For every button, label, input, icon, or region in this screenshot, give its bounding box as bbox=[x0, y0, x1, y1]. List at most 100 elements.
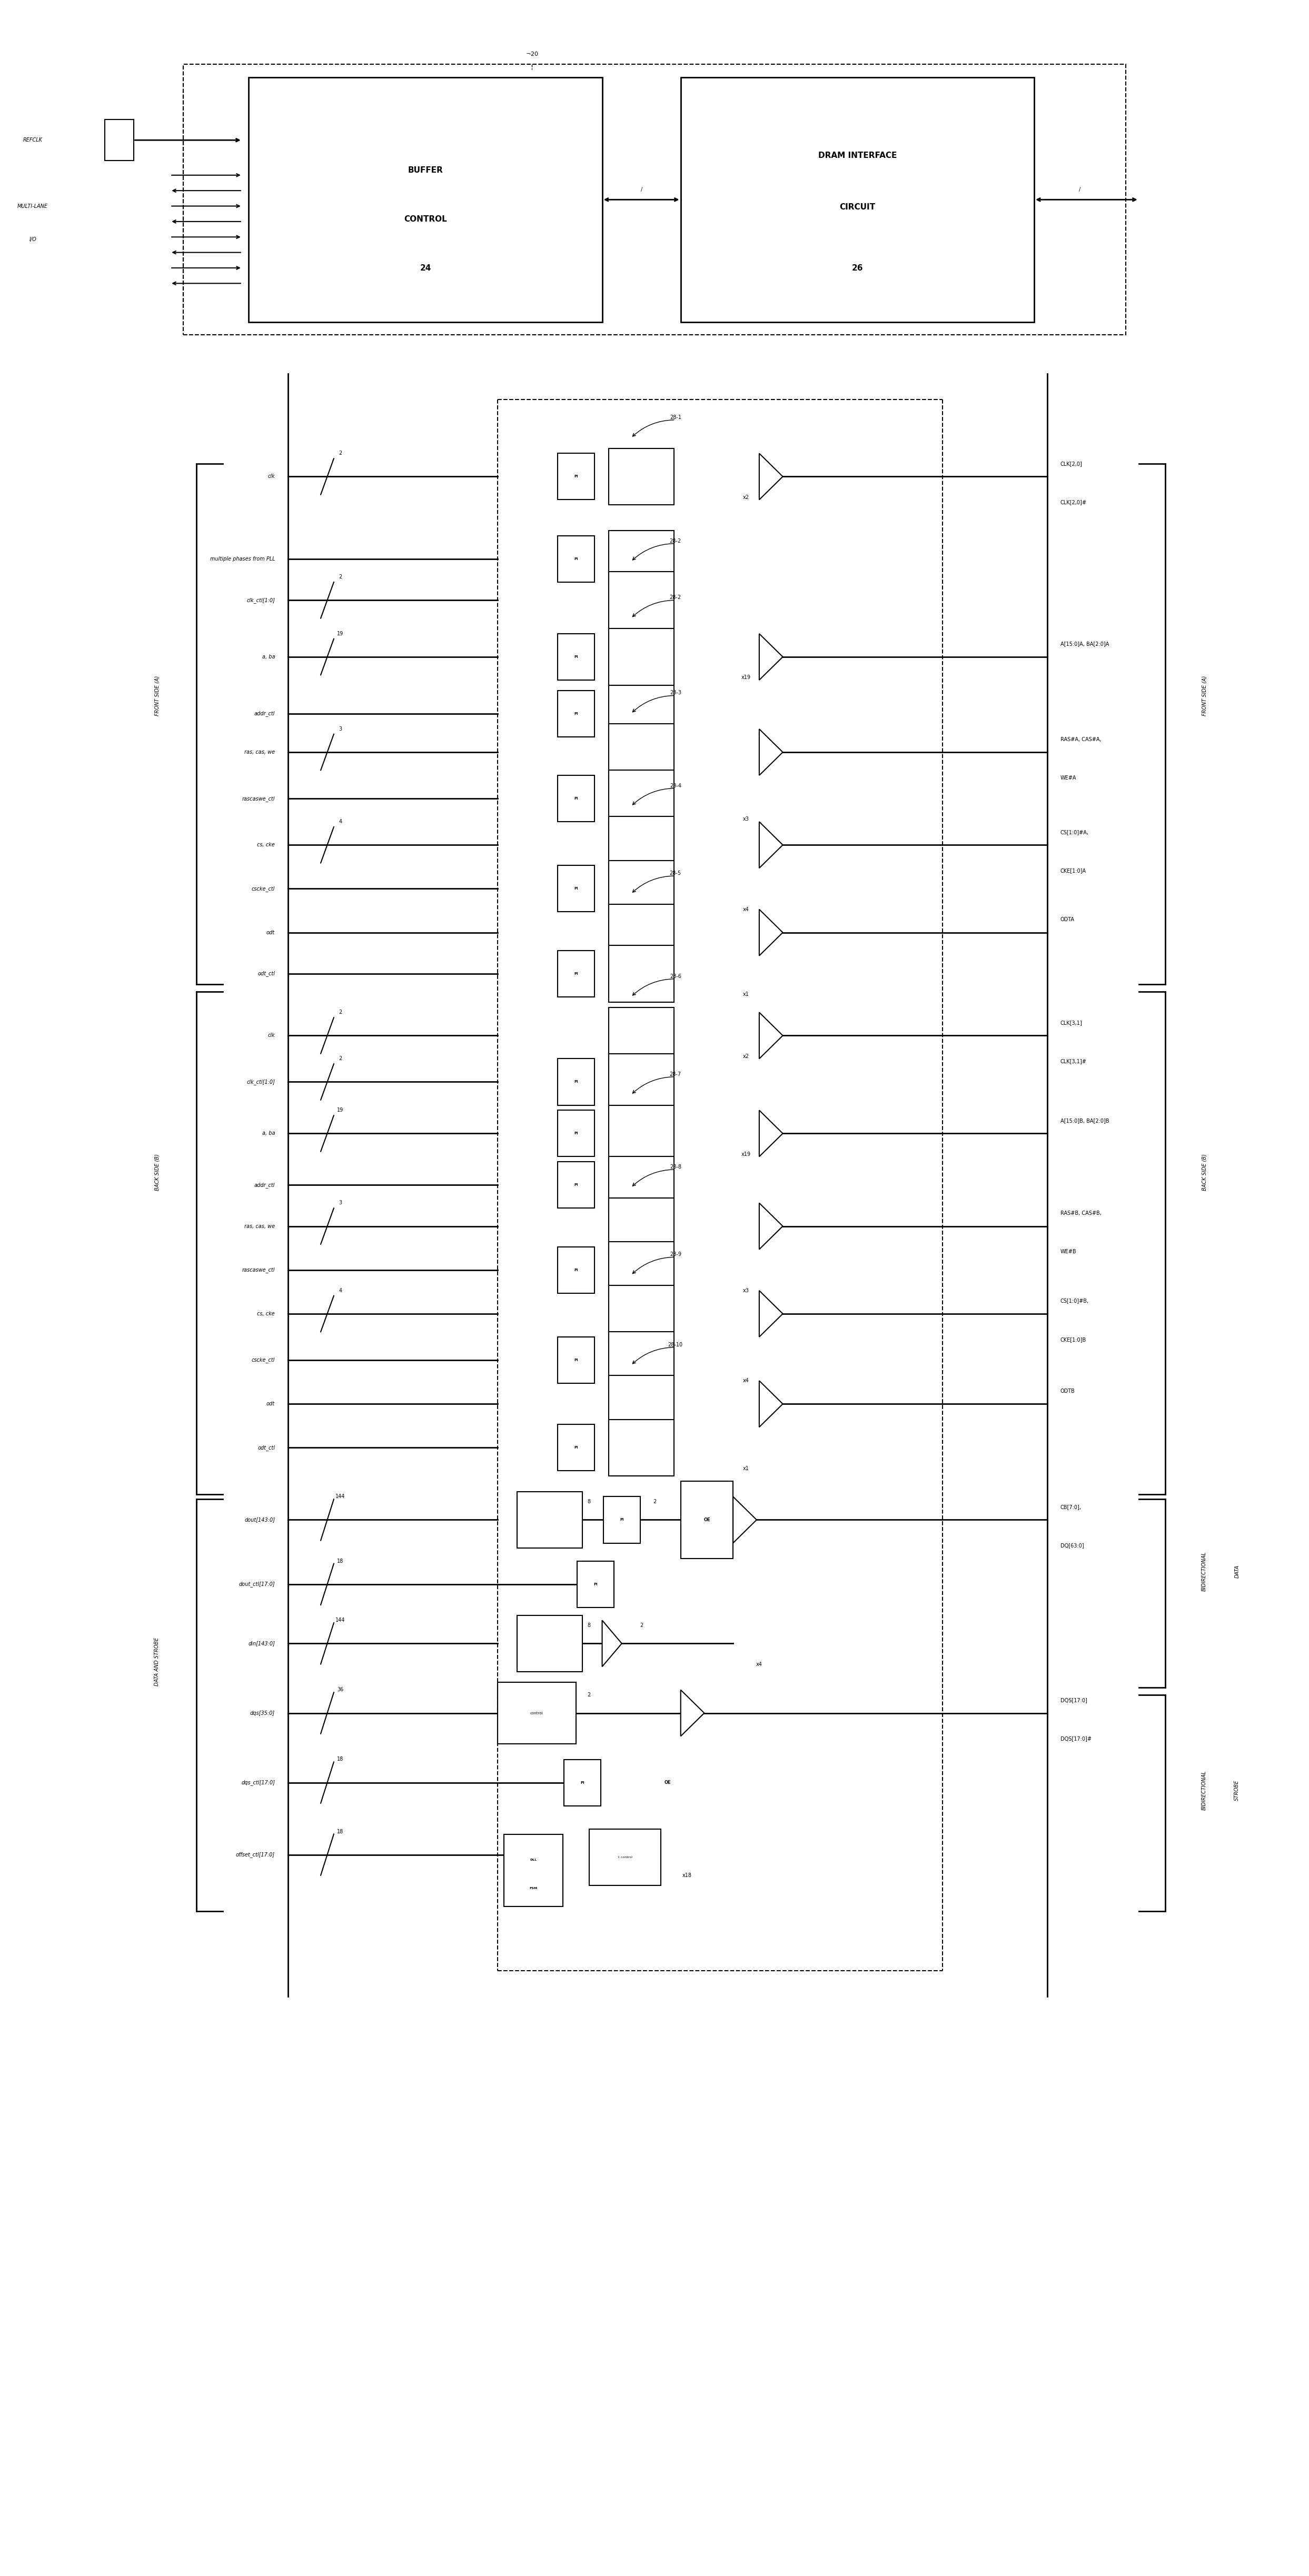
Bar bbox=[609, 1285, 674, 1342]
Text: 28-8: 28-8 bbox=[670, 1164, 681, 1170]
Text: 28-2: 28-2 bbox=[670, 595, 681, 600]
Text: 2: 2 bbox=[339, 451, 342, 456]
Text: cs, cke: cs, cke bbox=[257, 842, 275, 848]
Text: dqs_ctl[17:0]: dqs_ctl[17:0] bbox=[241, 1780, 275, 1785]
Text: 2: 2 bbox=[653, 1499, 656, 1504]
Text: WE#B: WE#B bbox=[1060, 1249, 1076, 1255]
Bar bbox=[577, 1561, 614, 1607]
Text: din[143:0]: din[143:0] bbox=[249, 1641, 275, 1646]
Text: PI: PI bbox=[573, 886, 579, 891]
Text: x4: x4 bbox=[744, 907, 749, 912]
Text: 8: 8 bbox=[588, 1499, 590, 1504]
Text: 28-3: 28-3 bbox=[670, 690, 681, 696]
Polygon shape bbox=[759, 729, 783, 775]
Text: DQS[17:0]: DQS[17:0] bbox=[1060, 1698, 1086, 1703]
Text: CLK[2,0]: CLK[2,0] bbox=[1060, 461, 1083, 466]
Text: x18: x18 bbox=[682, 1873, 692, 1878]
Bar bbox=[609, 629, 674, 685]
Text: ODTA: ODTA bbox=[1060, 917, 1075, 922]
Bar bbox=[105, 118, 134, 160]
Bar bbox=[609, 860, 674, 917]
Polygon shape bbox=[759, 1203, 783, 1249]
Bar bbox=[609, 945, 674, 1002]
Text: WE#A: WE#A bbox=[1060, 775, 1076, 781]
Text: PI: PI bbox=[573, 474, 579, 479]
Text: A[15:0]A, BA[2:0]A: A[15:0]A, BA[2:0]A bbox=[1060, 641, 1109, 647]
Bar bbox=[183, 64, 1126, 335]
Text: FRONT SIDE (A): FRONT SIDE (A) bbox=[1202, 675, 1207, 716]
Text: DQ[63:0]: DQ[63:0] bbox=[1060, 1543, 1084, 1548]
Text: clk_ctl[1:0]: clk_ctl[1:0] bbox=[246, 1079, 275, 1084]
Text: x19: x19 bbox=[741, 1151, 751, 1157]
Text: PI: PI bbox=[573, 1182, 579, 1188]
Text: clk: clk bbox=[267, 474, 275, 479]
Text: 18: 18 bbox=[338, 1757, 343, 1762]
Text: 28-10: 28-10 bbox=[668, 1342, 683, 1347]
Text: 144: 144 bbox=[335, 1618, 346, 1623]
Bar bbox=[609, 1332, 674, 1388]
Text: DATA AND STROBE: DATA AND STROBE bbox=[154, 1638, 160, 1685]
Text: 2: 2 bbox=[640, 1623, 643, 1628]
Text: PI: PI bbox=[573, 1079, 579, 1084]
Bar bbox=[558, 1425, 594, 1471]
Text: STROBE: STROBE bbox=[1234, 1780, 1240, 1801]
Bar bbox=[558, 1162, 594, 1208]
Bar bbox=[609, 1105, 674, 1162]
Text: PI: PI bbox=[573, 796, 579, 801]
Text: odt: odt bbox=[267, 1401, 275, 1406]
Text: ras, cas, we: ras, cas, we bbox=[245, 750, 275, 755]
Text: x2: x2 bbox=[744, 1054, 749, 1059]
Text: 1 control: 1 control bbox=[618, 1855, 632, 1860]
Polygon shape bbox=[759, 1381, 783, 1427]
Text: CKE[1:0]A: CKE[1:0]A bbox=[1060, 868, 1086, 873]
Bar bbox=[504, 1834, 563, 1906]
Bar bbox=[558, 1247, 594, 1293]
Text: 144: 144 bbox=[335, 1494, 346, 1499]
Bar bbox=[609, 1419, 674, 1476]
Text: x3: x3 bbox=[744, 1288, 749, 1293]
Polygon shape bbox=[759, 822, 783, 868]
Text: odt_ctl: odt_ctl bbox=[258, 1445, 275, 1450]
Bar bbox=[609, 685, 674, 742]
Text: multiple phases from PLL: multiple phases from PLL bbox=[209, 556, 275, 562]
Bar bbox=[249, 77, 602, 322]
Text: 28-4: 28-4 bbox=[670, 783, 681, 788]
Text: A[15:0]B, BA[2:0]B: A[15:0]B, BA[2:0]B bbox=[1060, 1118, 1109, 1123]
Bar bbox=[558, 775, 594, 822]
Bar bbox=[558, 690, 594, 737]
Text: dout_ctl[17:0]: dout_ctl[17:0] bbox=[238, 1582, 275, 1587]
Text: 2: 2 bbox=[588, 1692, 590, 1698]
Text: dqs[35:0]: dqs[35:0] bbox=[250, 1710, 275, 1716]
Text: PI: PI bbox=[619, 1517, 624, 1522]
Text: PI: PI bbox=[573, 1445, 579, 1450]
Text: x1: x1 bbox=[744, 1466, 749, 1471]
Text: OE: OE bbox=[664, 1780, 672, 1785]
Text: FRONT SIDE (A): FRONT SIDE (A) bbox=[154, 675, 160, 716]
Bar bbox=[558, 1110, 594, 1157]
Text: DLL: DLL bbox=[530, 1857, 537, 1862]
Bar bbox=[558, 634, 594, 680]
Text: PI: PI bbox=[573, 1267, 579, 1273]
Text: PI: PI bbox=[573, 1358, 579, 1363]
Bar bbox=[609, 817, 674, 873]
Text: 19: 19 bbox=[338, 1108, 343, 1113]
Text: offset_ctl[17:0]: offset_ctl[17:0] bbox=[236, 1852, 275, 1857]
Text: 28-6: 28-6 bbox=[670, 974, 681, 979]
Text: CIRCUIT: CIRCUIT bbox=[839, 204, 876, 211]
Text: odt_ctl: odt_ctl bbox=[258, 971, 275, 976]
Polygon shape bbox=[759, 909, 783, 956]
Bar bbox=[609, 1157, 674, 1213]
Text: DATA: DATA bbox=[1234, 1564, 1240, 1579]
Bar bbox=[609, 531, 674, 587]
Text: rascaswe_ctl: rascaswe_ctl bbox=[242, 796, 275, 801]
Text: x4: x4 bbox=[757, 1662, 762, 1667]
Text: /: / bbox=[1079, 185, 1081, 193]
Text: 19: 19 bbox=[338, 631, 343, 636]
Text: rascaswe_ctl: rascaswe_ctl bbox=[242, 1267, 275, 1273]
Bar bbox=[564, 1759, 601, 1806]
Text: clk_ctl[1:0]: clk_ctl[1:0] bbox=[246, 598, 275, 603]
Text: x4: x4 bbox=[744, 1378, 749, 1383]
Text: 3: 3 bbox=[339, 726, 342, 732]
Polygon shape bbox=[681, 1690, 704, 1736]
Text: 24: 24 bbox=[420, 265, 431, 273]
